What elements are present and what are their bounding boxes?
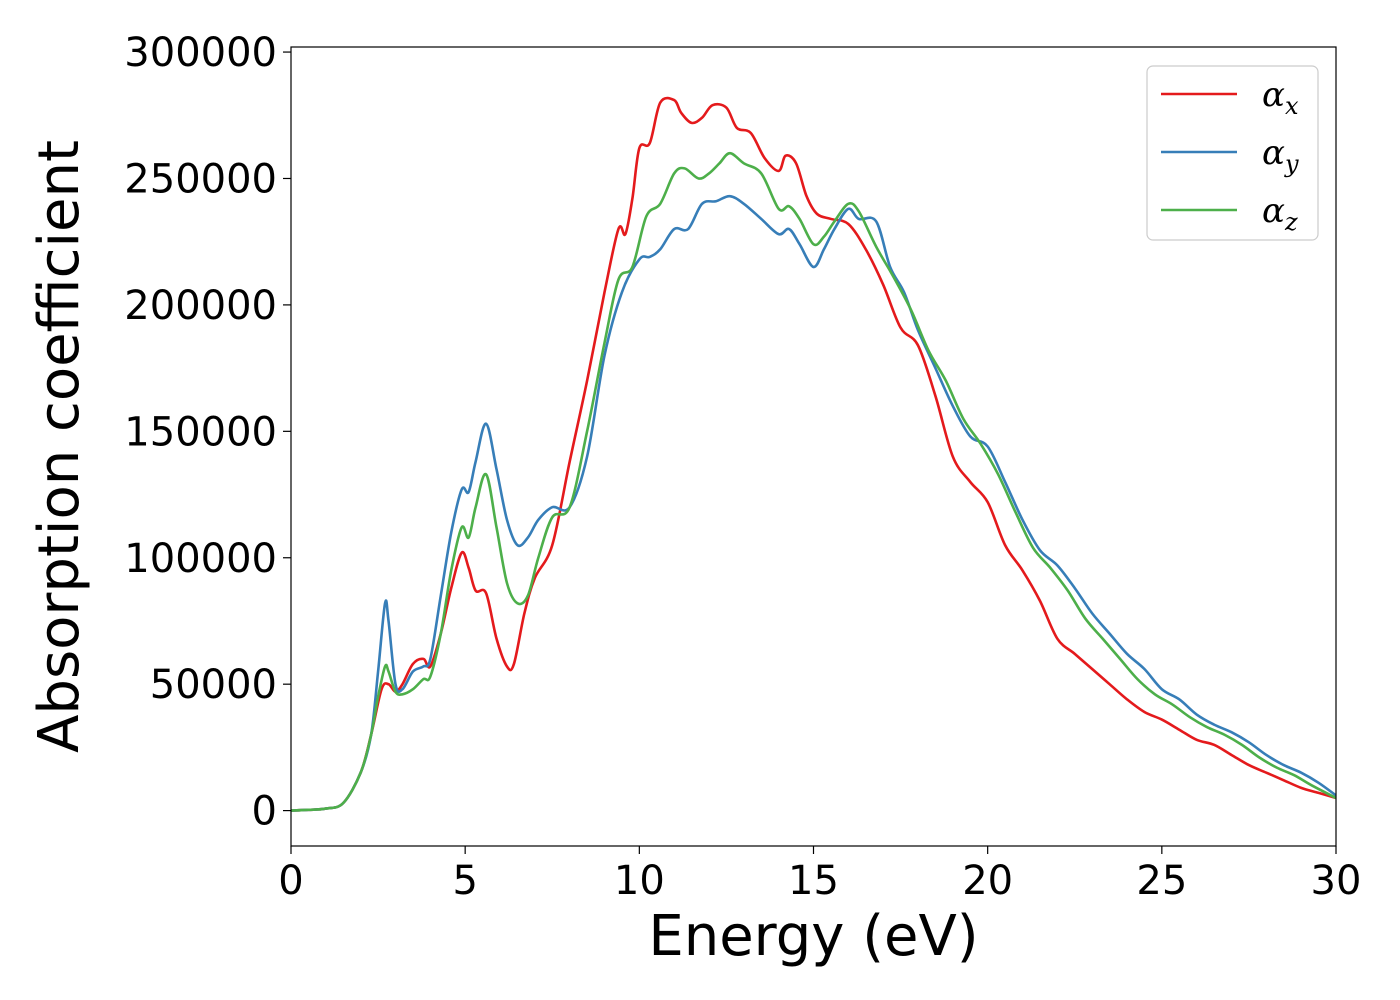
y-axis-ticks: 0 50000 100000 150000 200000 250000 300000: [124, 30, 291, 835]
y-axis-label: Absorption coefficient: [27, 140, 92, 753]
y-tick-label: 0: [252, 789, 277, 835]
y-tick-label: 200000: [124, 283, 277, 329]
x-tick-label: 10: [614, 858, 665, 904]
x-tick-label: 5: [452, 858, 477, 904]
legend-label-base: α: [1262, 75, 1285, 115]
legend-label-y: αy: [1262, 133, 1299, 178]
y-tick-label: 300000: [124, 30, 277, 76]
x-axis-ticks: 0 5 10 15 20 25 30: [278, 846, 1361, 904]
legend-label-base: α: [1262, 191, 1285, 231]
x-tick-label: 20: [962, 858, 1013, 904]
x-tick-label: 0: [278, 858, 303, 904]
y-tick-label: 150000: [124, 409, 277, 455]
legend-label-subscript: z: [1284, 208, 1298, 236]
y-tick-label: 250000: [124, 156, 277, 202]
legend-label-subscript: x: [1285, 92, 1299, 120]
series-lines: [291, 96, 1336, 812]
series-line-z: [291, 151, 1336, 812]
x-tick-label: 25: [1136, 858, 1187, 904]
x-tick-label: 30: [1311, 858, 1362, 904]
legend-label-base: α: [1262, 133, 1285, 173]
legend-label-subscript: y: [1284, 150, 1299, 178]
legend-label-x: αx: [1262, 75, 1299, 120]
y-tick-label: 50000: [150, 662, 277, 708]
x-tick-label: 15: [788, 858, 839, 904]
x-axis-label: Energy (eV): [648, 904, 978, 969]
legend-label-z: αz: [1262, 191, 1298, 236]
y-tick-label: 100000: [124, 536, 277, 582]
series-line-y: [291, 194, 1336, 812]
